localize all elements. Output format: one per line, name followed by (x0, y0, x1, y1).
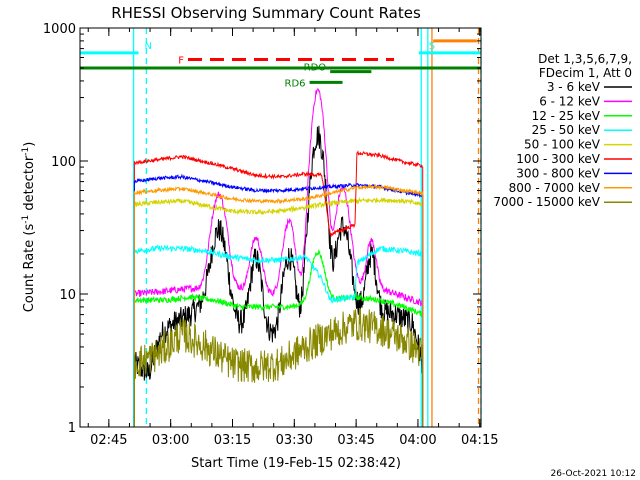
legend-label-300-800-kev: 300 - 800 keV (516, 166, 600, 180)
plot-frame (79, 27, 482, 428)
series-line-7000-15000-kev (133, 308, 424, 428)
legend-header-2: FDecim 1, Att 0 (539, 66, 632, 80)
legend-label-100-300-kev: 100 - 300 keV (516, 152, 600, 166)
x-tick-label-03-45: 03:45 (337, 433, 374, 448)
x-tick-label-03-00: 03:00 (152, 433, 189, 448)
y-tick-label-10: 10 (59, 288, 76, 303)
status-label-f: F (178, 55, 184, 66)
legend-label-3-6-kev: 3 - 6 keV (547, 80, 601, 94)
series-line-3-6-kev (133, 125, 424, 428)
series-line-50-100-kev (133, 196, 424, 428)
y-axis-label-main: Count Rate (s (22, 224, 37, 313)
y-axis-label-mid: detector (22, 155, 37, 215)
legend-label-7000-15000-kev: 7000 - 15000 keV (493, 195, 600, 209)
y-tick-label-100: 100 (51, 155, 76, 170)
x-tick-label-03-30: 03:30 (276, 433, 313, 448)
legend-label-50-100-kev: 50 - 100 keV (524, 138, 601, 152)
legend: Det 1,3,5,6,7,9, FDecim 1, Att 0 3 - 6 k… (493, 52, 632, 209)
series-line-300-800-kev (133, 173, 424, 428)
x-tick-label-04-00: 04:00 (399, 433, 436, 448)
footer-date: 26-Oct-2021 10:12 (551, 469, 636, 479)
status-label-n: N (145, 41, 152, 52)
y-tick-label-1: 1 (68, 421, 76, 436)
y-axis-label: Count Rate (s-1 detector-1) (21, 142, 37, 313)
status-label-s: S (429, 41, 435, 52)
legend-header-1: Det 1,3,5,6,7,9, (538, 52, 632, 66)
y-tick-label-1000: 1000 (43, 22, 76, 37)
series-line-800-7000-kev (133, 183, 424, 428)
series-line-100-300-kev (133, 150, 424, 428)
legend-label-12-25-kev: 12 - 25 keV (532, 109, 601, 123)
x-tick-label-02-45: 02:45 (90, 433, 127, 448)
status-label-rd6: RD6 (285, 78, 306, 89)
status-label-rdo: RDO (304, 63, 327, 74)
series-line-25-50-kev (133, 244, 424, 428)
legend-label-6-12-kev: 6 - 12 keV (539, 94, 601, 108)
legend-label-800-7000-kev: 800 - 7000 keV (509, 181, 601, 195)
series-line-12-25-kev (133, 248, 424, 428)
x-tick-label-03-15: 03:15 (214, 433, 251, 448)
y-axis-label-end: ) (22, 142, 37, 147)
x-tick-label-04-15: 04:15 (461, 433, 498, 448)
x-axis-label: Start Time (19-Feb-15 02:38:42) (191, 456, 401, 471)
legend-label-25-50-kev: 25 - 50 keV (532, 123, 601, 137)
y-axis-label-sup1: -1 (21, 215, 31, 224)
chart-title: RHESSI Observing Summary Count Rates (111, 4, 421, 22)
y-axis-label-sup2: -1 (21, 147, 31, 156)
